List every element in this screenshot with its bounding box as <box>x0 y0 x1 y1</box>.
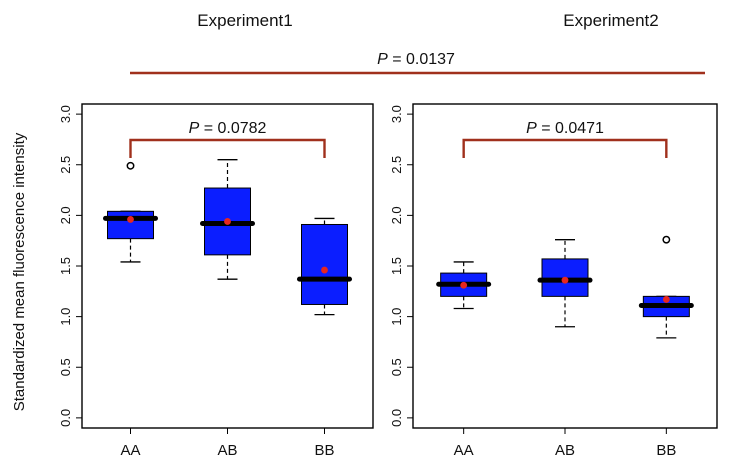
box-ab <box>200 159 255 280</box>
box-aa <box>436 261 492 310</box>
y-tick-label: 0.5 <box>58 358 73 376</box>
comparison-p-value: P = 0.0471 <box>526 120 604 137</box>
y-tick-label: 2.5 <box>389 156 404 174</box>
box-iqr <box>301 223 348 305</box>
x-tick-label: AB <box>217 442 237 459</box>
overall-comparison: P = 0.0137 <box>130 51 705 75</box>
box-bb <box>297 217 352 316</box>
mean-point <box>561 276 569 284</box>
y-tick-label: 2.5 <box>58 156 73 174</box>
outlier-point <box>662 235 671 244</box>
outlier-point <box>126 161 135 170</box>
overall-p-value: P = 0.0137 <box>377 51 455 68</box>
box-ab <box>537 239 593 328</box>
y-tick-label: 1.5 <box>58 257 73 275</box>
x-tick-label: BB <box>314 442 334 459</box>
y-tick-label: 1.0 <box>58 308 73 326</box>
mean-point <box>662 296 670 303</box>
y-tick-label: 1.5 <box>389 257 404 275</box>
y-tick-label: 1.0 <box>389 308 404 326</box>
x-tick-label: AB <box>555 442 575 459</box>
x-tick-label: AA <box>120 442 140 459</box>
y-tick-label: 2.0 <box>58 206 73 224</box>
box-bb <box>638 235 694 339</box>
panel-title: Experiment2 <box>563 11 658 30</box>
y-axis-label: Standardized mean fluorescence intensity <box>11 132 28 411</box>
y-tick-label: 3.0 <box>58 105 73 123</box>
box-iqr <box>107 210 154 240</box>
panel-experiment1: 0.0 0.5 1.0 1.5 2.0 2.5 3.0 AA AB BB P = 0.0782 <box>58 103 374 459</box>
x-tick-label: AA <box>454 442 474 459</box>
panel-title: Experiment1 <box>197 11 292 30</box>
mean-point <box>460 281 468 289</box>
y-tick-label: 0.0 <box>389 409 404 427</box>
y-tick-label: 0.0 <box>58 409 73 427</box>
y-tick-label: 2.0 <box>389 206 404 224</box>
comparison-bracket <box>129 138 326 158</box>
panel-experiment2: 0.0 0.5 1.0 1.5 2.0 2.5 3.0 AA AB BB P = 0.0471 <box>389 103 718 459</box>
y-tick-label: 3.0 <box>389 105 404 123</box>
comparison-bracket <box>462 138 668 158</box>
titles-layer: Experiment1 Experiment2 <box>197 11 658 30</box>
y-tick-label: 0.5 <box>389 358 404 376</box>
x-tick-label: BB <box>656 442 676 459</box>
mean-point <box>127 216 134 223</box>
comparison-p-value: P = 0.0782 <box>189 120 267 137</box>
mean-point <box>224 218 231 225</box>
box-aa <box>103 161 158 263</box>
mean-point <box>321 266 328 274</box>
